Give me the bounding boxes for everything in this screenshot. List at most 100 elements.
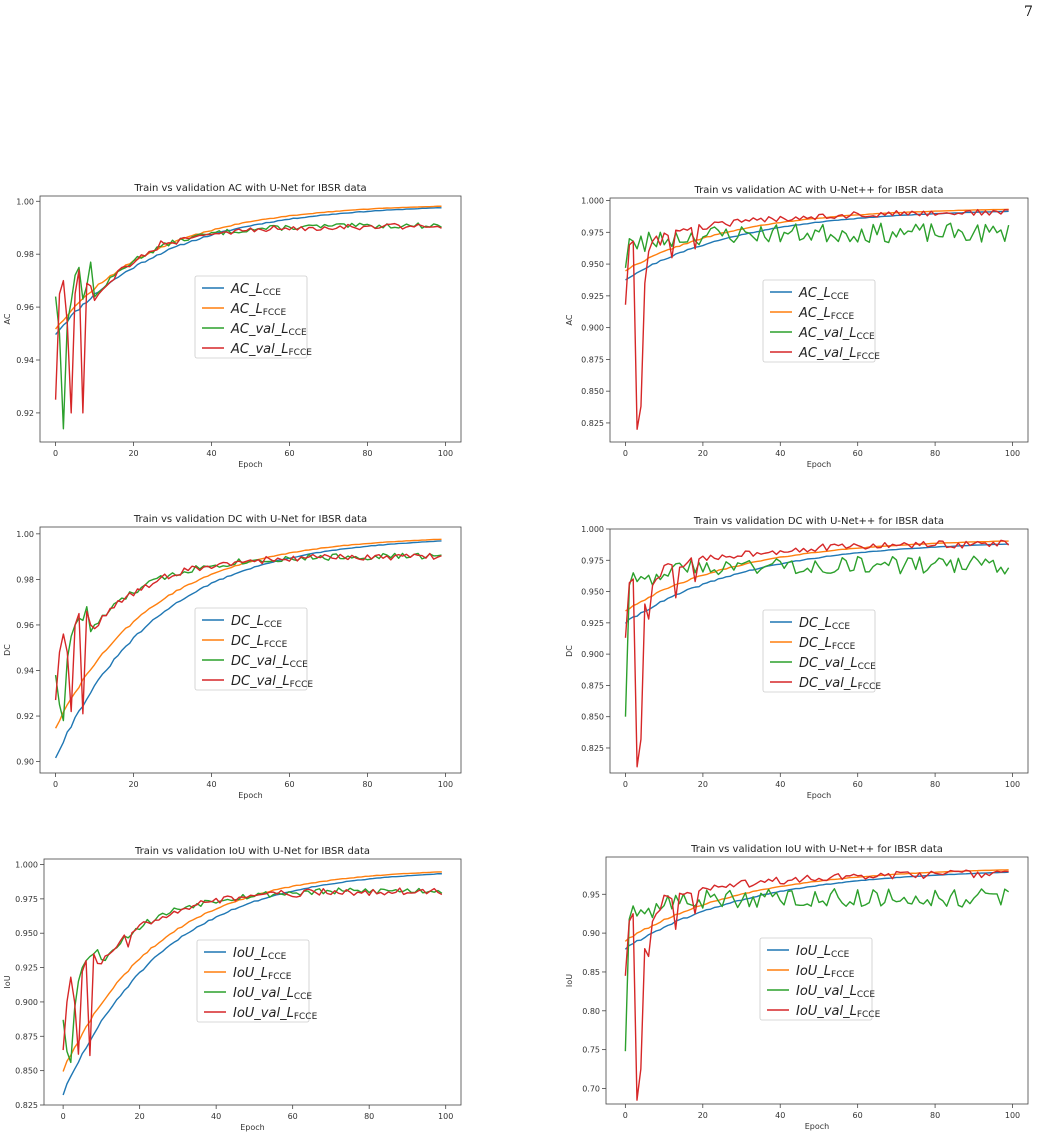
series-line-0: [54, 540, 442, 759]
y-axis-label: DC: [3, 644, 12, 656]
legend-label: DC_val_LFCCE: [799, 676, 881, 692]
y-tick-label: 0.825: [15, 1101, 38, 1110]
x-tick-label: 60: [853, 780, 863, 789]
x-tick-label: 20: [698, 449, 708, 458]
x-axis-label: Epoch: [238, 460, 263, 469]
legend-label: AC_val_LCCE: [798, 326, 875, 342]
legend-label: DC_LCCE: [799, 616, 850, 632]
legend-box: [759, 937, 873, 1021]
chart-ac-unetpp: Train vs validation AC with U-Net++ for …: [565, 185, 1029, 469]
series-line-3: [624, 208, 1009, 430]
y-tick-label: 0.925: [15, 964, 38, 973]
y-tick-label: 0.950: [581, 260, 604, 269]
y-tick-label: 0.975: [581, 228, 604, 237]
legend-label: AC_val_LFCCE: [798, 346, 880, 362]
y-tick-label: 0.875: [581, 355, 604, 364]
legend-label: IoU_val_LCCE: [233, 986, 312, 1002]
x-tick-label: 40: [775, 1111, 785, 1120]
legend-label: DC_LFCCE: [231, 634, 288, 650]
x-tick-label: 40: [775, 780, 785, 789]
x-tick-label: 80: [362, 780, 372, 789]
series-line-3: [54, 552, 442, 715]
x-tick-label: 0: [61, 1112, 66, 1121]
x-tick-label: 60: [853, 1111, 863, 1120]
series-line-3: [624, 869, 1009, 1101]
y-axis-label: AC: [3, 313, 12, 324]
x-tick-label: 40: [211, 1112, 221, 1121]
series-line-1: [624, 869, 1009, 942]
x-tick-label: 40: [206, 449, 216, 458]
plot-frame: [609, 528, 1029, 774]
plot-frame: [605, 856, 1029, 1105]
x-tick-label: 20: [128, 780, 138, 789]
x-axis-label: Epoch: [238, 791, 263, 800]
legend-label: AC_LFCCE: [230, 302, 286, 318]
legend-label: IoU_LFCCE: [233, 966, 292, 982]
series-line-2: [624, 888, 1010, 1052]
legend-label: IoU_LCCE: [233, 946, 287, 962]
chart-iou-unetpp: Train vs validation IoU with U-Net++ for…: [565, 844, 1029, 1131]
plot-frame: [43, 858, 462, 1106]
x-tick-label: 80: [930, 449, 940, 458]
x-tick-label: 20: [698, 780, 708, 789]
legend-label: IoU_LCCE: [796, 944, 850, 960]
legend-box: [194, 275, 308, 359]
series-line-1: [625, 208, 1009, 272]
x-tick-label: 60: [284, 449, 294, 458]
y-tick-label: 0.950: [581, 588, 604, 597]
y-axis-label: IoU: [3, 975, 12, 988]
chart-title: Train vs validation AC with U-Net for IB…: [133, 183, 366, 194]
y-tick-label: 0.975: [581, 556, 604, 565]
chart-title: Train vs validation AC with U-Net++ for …: [693, 185, 943, 196]
x-tick-label: 60: [284, 780, 294, 789]
x-tick-label: 0: [623, 780, 628, 789]
x-tick-label: 40: [775, 449, 785, 458]
legend-label: DC_LFCCE: [799, 636, 856, 652]
y-tick-label: 0.900: [581, 650, 604, 659]
y-tick-label: 0.825: [581, 419, 604, 428]
plot-frame: [39, 195, 462, 443]
series-line-2: [54, 552, 442, 722]
legend-label: IoU_val_LCCE: [796, 984, 875, 1000]
x-tick-label: 0: [623, 449, 628, 458]
plot-frame: [609, 197, 1029, 443]
x-tick-label: 20: [135, 1112, 145, 1121]
series-line-0: [624, 543, 1009, 624]
x-tick-label: 100: [438, 1112, 453, 1121]
y-tick-label: 0.875: [15, 1032, 38, 1041]
y-tick-label: 0.80: [582, 1007, 600, 1016]
chart-title: Train vs validation IoU with U-Net for I…: [134, 846, 370, 857]
series-line-2: [624, 222, 1010, 268]
x-axis-label: Epoch: [807, 791, 832, 800]
y-axis-label: IoU: [565, 974, 574, 987]
y-tick-label: 0.92: [16, 712, 34, 721]
y-tick-label: 1.000: [581, 525, 604, 534]
x-tick-label: 80: [362, 449, 372, 458]
legend-box: [762, 279, 876, 363]
series-line-2: [54, 222, 442, 430]
y-tick-label: 1.000: [581, 197, 604, 206]
series-line-3: [54, 222, 442, 414]
x-tick-label: 0: [53, 449, 58, 458]
legend-label: AC_LCCE: [798, 286, 849, 302]
y-tick-label: 0.950: [15, 929, 38, 938]
legend-label: IoU_val_LFCCE: [796, 1004, 881, 1020]
y-axis-label: AC: [565, 314, 574, 325]
chart-iou-unet: Train vs validation IoU with U-Net for I…: [3, 846, 462, 1132]
y-tick-label: 0.825: [581, 744, 604, 753]
y-tick-label: 0.96: [16, 621, 34, 630]
y-tick-label: 1.000: [15, 860, 38, 869]
y-tick-label: 1.00: [16, 530, 34, 539]
y-tick-label: 0.925: [581, 292, 604, 301]
legend-label: DC_LCCE: [231, 614, 282, 630]
series-line-3: [624, 539, 1010, 768]
x-tick-label: 20: [128, 449, 138, 458]
legend-label: AC_val_LFCCE: [230, 342, 312, 358]
legend-box: [762, 609, 876, 693]
y-tick-label: 0.850: [15, 1067, 38, 1076]
chart-ac-unet: Train vs validation AC with U-Net for IB…: [3, 183, 462, 469]
y-tick-label: 0.94: [16, 667, 34, 676]
y-tick-label: 0.925: [581, 619, 604, 628]
y-tick-label: 0.94: [16, 356, 34, 365]
y-tick-label: 0.90: [582, 929, 600, 938]
